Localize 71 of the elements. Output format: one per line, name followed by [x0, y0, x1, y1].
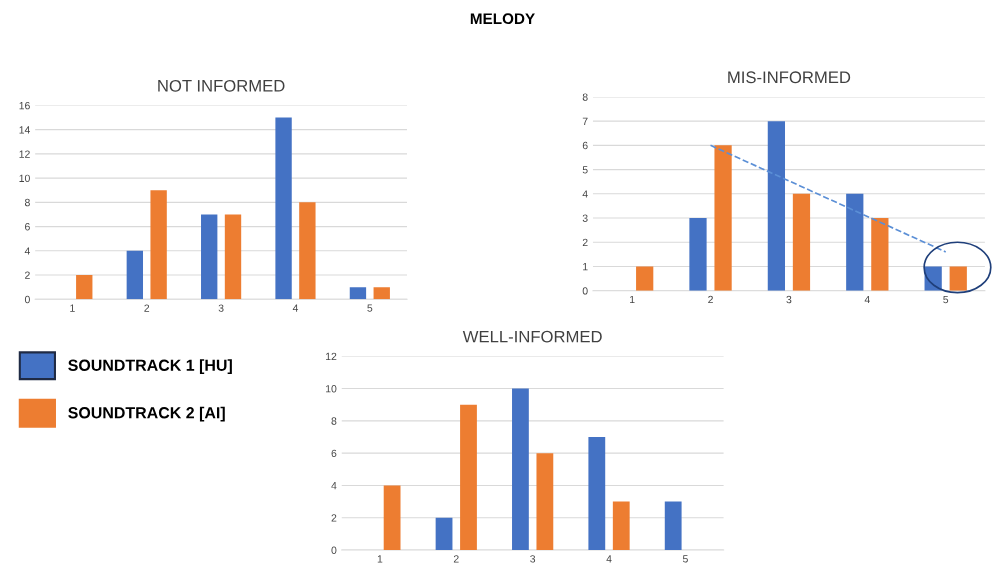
- x-tick-label: 4: [292, 304, 299, 312]
- x-tick-label: 5: [367, 304, 373, 312]
- y-tick-label: 2: [582, 238, 588, 247]
- x-tick-label: 5: [682, 555, 688, 563]
- chart-title: MIS-INFORMED: [728, 71, 851, 84]
- bar: [126, 250, 144, 300]
- bar: [150, 190, 167, 300]
- y-tick-label: 6: [331, 449, 337, 458]
- bar: [373, 287, 390, 300]
- y-tick-label: 2: [25, 271, 30, 279]
- legend-label: SOUNDTRACK 1 [HU]: [68, 359, 232, 375]
- bar: [383, 485, 401, 551]
- y-tick-label: 12: [19, 150, 30, 158]
- bar: [435, 517, 453, 551]
- bar: [689, 218, 707, 291]
- bar: [714, 145, 732, 291]
- bar: [512, 388, 529, 551]
- x-tick-label: 3: [530, 555, 536, 563]
- y-tick-label: 3: [582, 214, 588, 222]
- bar: [871, 218, 889, 291]
- bar: [792, 193, 811, 291]
- bar: [636, 266, 654, 291]
- y-tick-label: 0: [24, 295, 30, 304]
- y-tick-label: 1: [583, 263, 588, 271]
- bar: [349, 287, 367, 300]
- bar: [299, 202, 316, 300]
- bar: [588, 437, 606, 551]
- bar: [767, 121, 786, 291]
- x-tick-label: 3: [786, 295, 792, 304]
- bar: [664, 501, 682, 551]
- x-tick-label: 1: [630, 295, 635, 304]
- bar: [612, 501, 630, 551]
- y-tick-label: 4: [24, 247, 31, 255]
- y-tick-label: 7: [582, 117, 588, 125]
- y-tick-label: 0: [331, 546, 337, 554]
- x-tick-label: 2: [144, 304, 150, 312]
- y-tick-label: 8: [582, 93, 588, 101]
- y-tick-label: 14: [19, 126, 31, 134]
- y-tick-label: 10: [19, 174, 30, 182]
- y-tick-label: 6: [25, 223, 30, 231]
- x-tick-label: 2: [453, 555, 459, 563]
- x-tick-label: 5: [943, 295, 949, 304]
- x-tick-label: 2: [708, 295, 713, 304]
- y-tick-label: 8: [331, 417, 337, 425]
- bar: [275, 117, 292, 300]
- bar: [76, 275, 93, 300]
- bar: [460, 404, 477, 551]
- y-tick-label: 10: [326, 385, 337, 393]
- x-tick-label: 1: [70, 304, 75, 312]
- chart-title: NOT INFORMED: [158, 79, 285, 92]
- chart-title: WELL-INFORMED: [462, 330, 602, 343]
- y-tick-label: 16: [19, 101, 30, 110]
- bar: [846, 193, 864, 291]
- text: MELODY: [470, 13, 535, 25]
- y-tick-label: 4: [331, 482, 337, 490]
- bar: [201, 214, 218, 300]
- bar: [536, 453, 554, 551]
- x-tick-label: 4: [606, 555, 612, 563]
- y-tick-label: 6: [582, 141, 588, 150]
- y-tick-label: 5: [582, 166, 588, 174]
- y-tick-label: 12: [326, 352, 337, 361]
- bar: [224, 214, 242, 300]
- x-tick-label: 1: [377, 555, 383, 563]
- y-tick-label: 0: [582, 287, 588, 295]
- y-tick-label: 8: [24, 198, 30, 207]
- y-tick-label: 2: [331, 514, 337, 522]
- x-tick-label: 3: [218, 304, 224, 312]
- x-tick-label: 4: [864, 295, 870, 304]
- bar: [949, 266, 967, 291]
- legend-label: SOUNDTRACK 2 [AI]: [68, 406, 225, 422]
- y-tick-label: 4: [582, 190, 588, 198]
